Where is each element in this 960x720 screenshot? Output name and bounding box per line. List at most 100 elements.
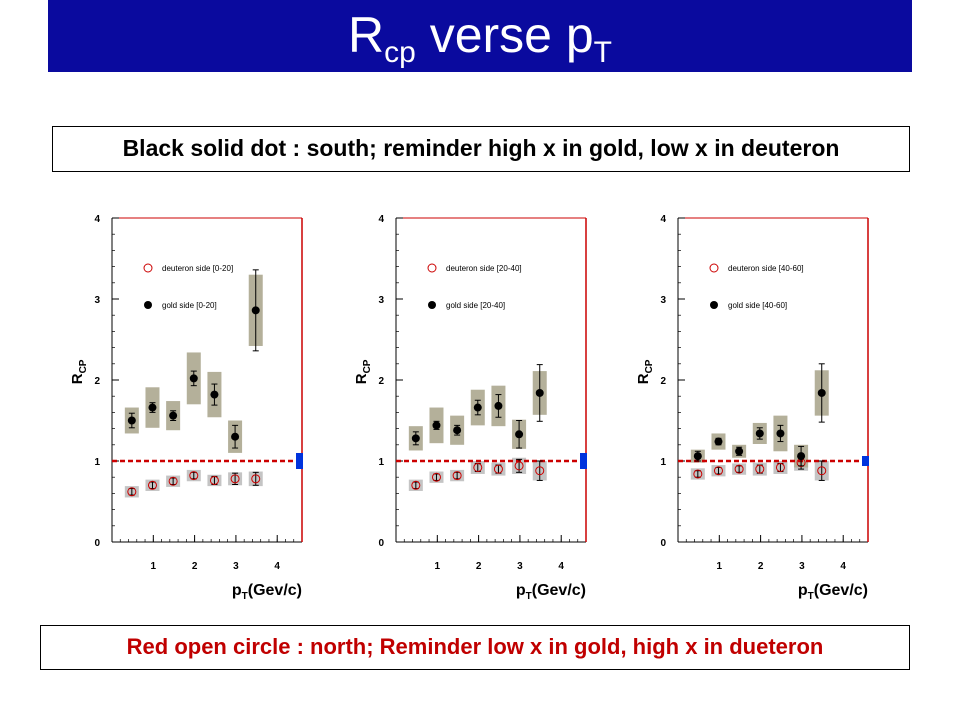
normalization-box [862, 456, 869, 466]
point-gold [535, 388, 544, 397]
legend-label: gold side [0-20] [162, 301, 217, 310]
x-axis-label-main: p [798, 582, 808, 599]
x-axis-label-sub: T [242, 591, 248, 602]
point-deuteron [755, 464, 765, 474]
point-gold [453, 426, 462, 435]
point-gold [494, 401, 503, 410]
x-axis-label-rest: (Gev/c) [532, 582, 586, 599]
y-axis-label-main: R [353, 373, 370, 384]
point-gold [432, 421, 441, 430]
legend-label: deuteron side [0-20] [162, 264, 233, 273]
legend-label: gold side [20-40] [446, 301, 505, 310]
title-main: R [348, 7, 385, 63]
x-tick-label: 1 [717, 561, 723, 572]
x-axis-label-rest: (Gev/c) [814, 582, 868, 599]
slide-title: Rcp verse pT [48, 6, 912, 82]
y-tick-label: 3 [94, 295, 100, 306]
x-tick-label: 1 [151, 561, 157, 572]
y-tick-label: 1 [660, 457, 666, 468]
point-deuteron [473, 462, 483, 472]
x-tick-label: 1 [435, 561, 441, 572]
point-deuteron [411, 480, 421, 490]
chart-2: 0 1 2 3 4 1 2 3 4 RCP pT(Gev/c) deuteron side [20-4… [353, 214, 587, 602]
point-deuteron [734, 464, 744, 474]
note-top: Black solid dot : south; reminder high x… [52, 126, 910, 172]
y-tick-label: 2 [94, 376, 100, 387]
point-gold [817, 388, 826, 397]
y-tick-label: 0 [94, 538, 100, 549]
point-gold [411, 434, 420, 443]
y-axis-label-main: R [635, 373, 652, 384]
y-axis-label: RCP [69, 359, 89, 384]
note-bottom: Red open circle : north; Reminder low x … [40, 625, 910, 670]
point-deuteron [514, 461, 524, 471]
point-gold [231, 432, 240, 441]
point-gold [735, 447, 744, 456]
y-tick-label: 3 [378, 295, 384, 306]
legend-marker-gold [428, 301, 436, 309]
x-axis-label-main: p [232, 582, 242, 599]
title-rest: verse p [415, 7, 594, 63]
x-axis-label-sub: T [808, 591, 814, 602]
point-deuteron [775, 462, 785, 472]
normalization-box [580, 453, 587, 469]
point-gold [755, 429, 764, 438]
point-gold [169, 411, 178, 420]
x-tick-label: 4 [558, 561, 564, 572]
point-deuteron [230, 474, 240, 484]
point-gold [148, 403, 157, 412]
x-tick-label: 3 [799, 561, 805, 572]
title-subscript: cp [384, 36, 416, 69]
y-axis-label: RCP [635, 359, 655, 384]
legend-marker-deuteron [709, 263, 719, 273]
y-tick-label: 0 [378, 538, 384, 549]
point-deuteron [251, 474, 261, 484]
y-tick-label: 4 [94, 214, 100, 225]
point-gold [473, 403, 482, 412]
point-deuteron [189, 471, 199, 481]
y-tick-label: 0 [660, 538, 666, 549]
point-gold [251, 306, 260, 315]
point-deuteron [535, 466, 545, 476]
x-tick-label: 4 [274, 561, 280, 572]
point-deuteron [147, 480, 157, 490]
y-tick-label: 3 [660, 295, 666, 306]
x-tick-label: 2 [758, 561, 764, 572]
point-gold [210, 390, 219, 399]
y-tick-label: 2 [378, 376, 384, 387]
legend-marker-deuteron [427, 263, 437, 273]
point-deuteron [817, 466, 827, 476]
point-gold [797, 452, 806, 461]
chart-1: 0 1 2 3 4 1 2 3 4 RCP pT(Gev/c) deuteron side [0-20… [69, 214, 303, 602]
y-axis-label-sub: CP [362, 359, 373, 373]
x-axis-label-rest: (Gev/c) [248, 582, 302, 599]
point-deuteron [431, 472, 441, 482]
legend-marker-gold [710, 301, 718, 309]
legend-label: deuteron side [20-40] [446, 264, 522, 273]
y-axis-label: RCP [353, 359, 373, 384]
x-axis-label: pT(Gev/c) [232, 582, 302, 602]
point-gold [714, 437, 723, 446]
point-gold [776, 429, 785, 438]
y-axis-label-main: R [69, 373, 86, 384]
y-axis-label-sub: CP [644, 359, 655, 373]
y-tick-label: 4 [660, 214, 666, 225]
normalization-box [296, 453, 303, 469]
title-bar: Rcp verse pT [48, 0, 912, 72]
y-tick-label: 4 [378, 214, 384, 225]
chart-3: 0 1 2 3 4 1 2 3 4 RCP pT(Gev/c) deuteron side [40-6… [635, 214, 869, 602]
legend-label: gold side [40-60] [728, 301, 787, 310]
point-gold [515, 430, 524, 439]
x-axis-label-main: p [516, 582, 526, 599]
point-gold [693, 452, 702, 461]
y-tick-label: 1 [378, 457, 384, 468]
x-tick-label: 4 [840, 561, 846, 572]
point-deuteron [693, 469, 703, 479]
x-axis-label: pT(Gev/c) [798, 582, 868, 602]
legend-marker-gold [144, 301, 152, 309]
point-gold [127, 416, 136, 425]
x-tick-label: 2 [192, 561, 198, 572]
point-deuteron [493, 464, 503, 474]
x-tick-label: 3 [517, 561, 523, 572]
